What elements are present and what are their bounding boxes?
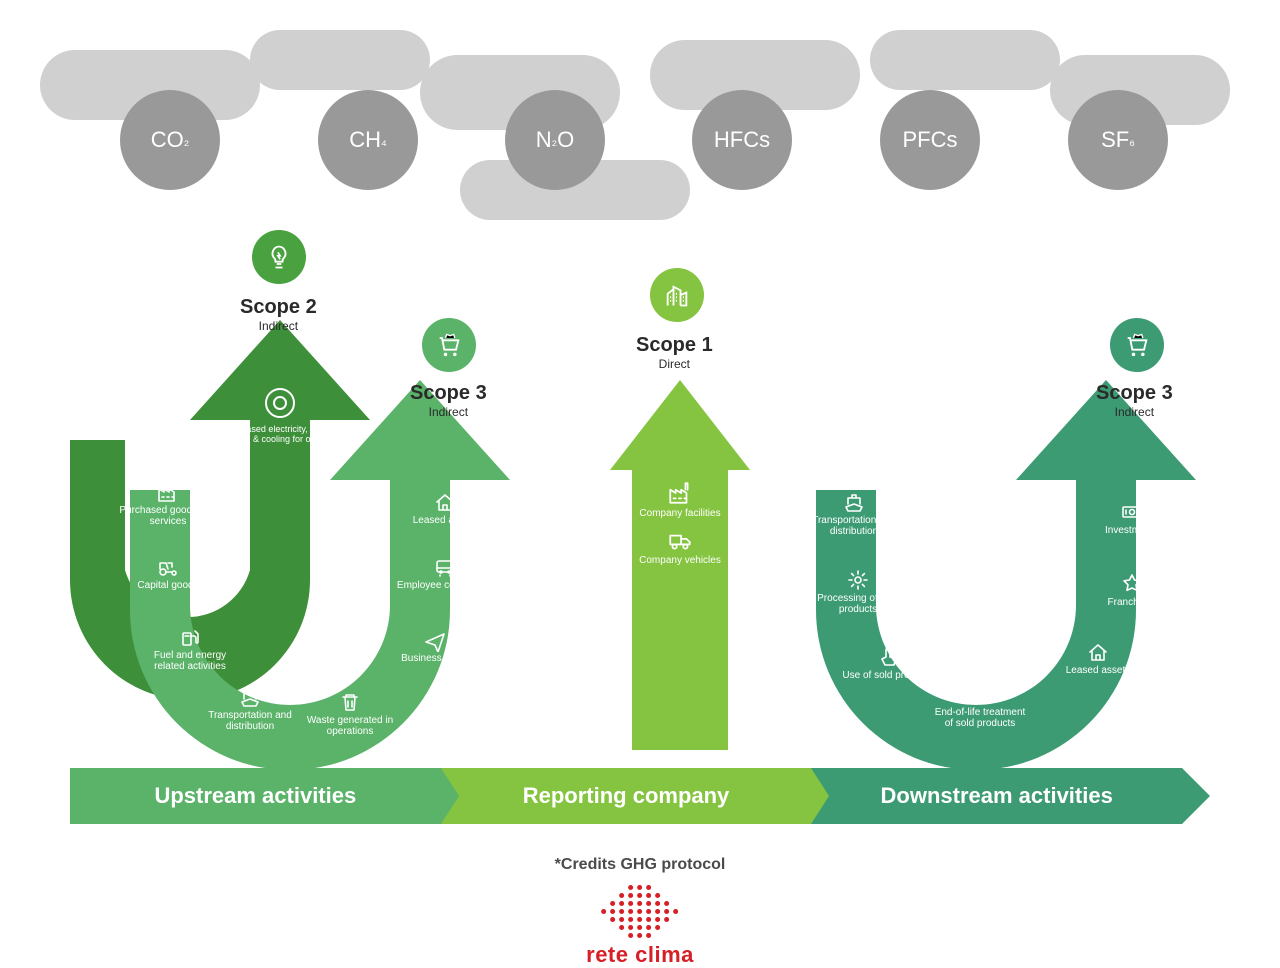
- building-icon: [663, 281, 691, 309]
- scope3-upstream-item: Transportation and distribution: [200, 685, 300, 732]
- logo-dots-icon: [601, 885, 679, 938]
- item-label: Capital goods: [137, 581, 198, 592]
- cart-icon: [1123, 331, 1151, 359]
- scope3-upstream-badge: [422, 318, 476, 372]
- activities-banner: Upstream activities.banner .seg:nth-chil…: [70, 768, 1210, 824]
- scope1-badge: [650, 268, 704, 322]
- scope1-item: Company vehicles: [639, 527, 721, 566]
- bulb-icon: [265, 243, 293, 271]
- scope3-downstream-item: Use of sold products: [838, 645, 938, 682]
- item-label: End-of-life treatment of sold products: [930, 708, 1030, 729]
- scope1-title: Scope 1: [636, 334, 713, 357]
- cloud-icon: [250, 30, 430, 90]
- item-label: Transportation and distribution: [200, 711, 300, 732]
- scope1-arrow: Company facilities Company vehicles: [610, 380, 750, 750]
- scope3-upstream-item: Capital goods: [118, 555, 218, 592]
- item-label: Transportation and distribution: [804, 516, 904, 537]
- scope3-upstream-item: Fuel and energy related activities: [140, 625, 240, 672]
- scope3-downstream-item: Franchises: [1082, 572, 1182, 609]
- scope3-down-subtitle: Indirect: [1096, 405, 1173, 419]
- item-label: Purchased goods and services: [118, 506, 218, 527]
- scope3-upstream-item: Waste generated in operations: [300, 690, 400, 737]
- scope3-up-subtitle: Indirect: [410, 405, 487, 419]
- item-label: Employee commuting: [397, 581, 493, 592]
- item-label: Company facilities: [639, 508, 720, 519]
- scope3-upstream-item: Business travel: [385, 628, 485, 665]
- item-label: Leased assets: [413, 516, 478, 527]
- scope3-downstream-item: Transportation and distribution: [804, 490, 904, 537]
- item-label: Investments: [1105, 526, 1159, 537]
- logo-name: rete clima: [586, 942, 694, 968]
- item-label: Use of sold products: [842, 671, 933, 682]
- scope1-label: Scope 1 Direct: [636, 334, 713, 371]
- diagram-canvas: CO₂CH₄N₂OHFCsPFCsSF₆ Purchased electrici…: [0, 0, 1280, 967]
- scope2-badge: [252, 230, 306, 284]
- scope1-item: Company facilities: [639, 480, 720, 519]
- banner-segment: Upstream activities.banner .seg:nth-chil…: [70, 768, 441, 824]
- scope3-downstream-label: Scope 3 Indirect: [1096, 382, 1173, 419]
- item-label: Leased assets: [1066, 666, 1131, 677]
- gas-circle: N₂O: [505, 90, 605, 190]
- scope3-downstream-item: End-of-life treatment of sold products: [930, 682, 1030, 729]
- gas-circle: CH₄: [318, 90, 418, 190]
- scope3-downstream-item: Investments: [1082, 500, 1182, 537]
- credits-text: *Credits GHG protocol: [0, 856, 1280, 874]
- scope3-upstream-item: Employee commuting: [395, 555, 495, 592]
- scope2-subtitle: Indirect: [240, 319, 317, 333]
- scope3-upstream-item: Purchased goods and services: [118, 480, 218, 527]
- item-label: Company vehicles: [639, 555, 721, 566]
- item-label: Business travel: [401, 654, 469, 665]
- scope3-down-title: Scope 3: [1096, 382, 1173, 405]
- gas-row: CO₂ CH₄ N₂O HFCs PFCs SF₆: [0, 30, 1280, 220]
- scope1-arrow-head: [610, 380, 750, 470]
- item-label: Franchises: [1108, 598, 1157, 609]
- banner-segment: Reporting company.banner .seg:nth-child(…: [441, 768, 812, 824]
- scope2-title: Scope 2: [240, 296, 317, 319]
- gas-circle: HFCs: [692, 90, 792, 190]
- cart-icon: [435, 331, 463, 359]
- logo: rete clima: [586, 885, 694, 968]
- cloud-icon: [870, 30, 1060, 90]
- scope3-downstream-item: Processing of sold products: [808, 568, 908, 615]
- scope1-arrow-shaft: Company facilities Company vehicles: [632, 470, 728, 750]
- scope3-downstream-badge: [1110, 318, 1164, 372]
- item-label: Fuel and energy related activities: [140, 651, 240, 672]
- gas-circle: PFCs: [880, 90, 980, 190]
- item-label: Processing of sold products: [808, 594, 908, 615]
- scope1-subtitle: Direct: [636, 357, 713, 371]
- banner-segment: Downstream activities.banner .seg:nth-ch…: [811, 768, 1182, 824]
- scope3-downstream-item: Leased assets: [1048, 640, 1148, 677]
- gas-circle: CO₂: [120, 90, 220, 190]
- gas-circle: SF₆: [1068, 90, 1168, 190]
- scope3-upstream-label: Scope 3 Indirect: [410, 382, 487, 419]
- item-label: Waste generated in operations: [300, 716, 400, 737]
- scope3-upstream-item: Leased assets: [395, 490, 495, 527]
- scope2-label: Scope 2 Indirect: [240, 296, 317, 333]
- scope3-up-title: Scope 3: [410, 382, 487, 405]
